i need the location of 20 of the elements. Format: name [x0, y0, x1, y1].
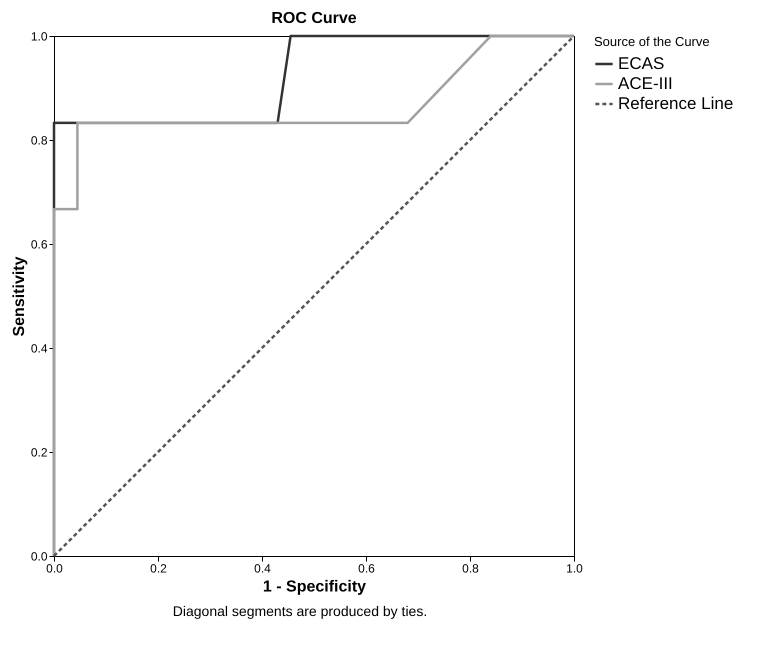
- legend-label: ACE-III: [618, 74, 673, 93]
- y-tick-label: 0.0: [30, 550, 48, 564]
- y-tick-label: 0.2: [30, 446, 48, 460]
- x-tick-label: 0.2: [150, 562, 168, 576]
- x-tick-label: 0.0: [46, 562, 64, 576]
- y-tick-label: 0.8: [30, 134, 48, 148]
- legend-label: Reference Line: [618, 94, 734, 113]
- x-tick-label: 0.6: [358, 562, 376, 576]
- y-axis-title: Sensitivity: [10, 256, 28, 337]
- legend-title: Source of the Curve: [594, 34, 710, 49]
- x-tick-label: 0.8: [462, 562, 480, 576]
- y-tick-label: 0.6: [30, 238, 48, 252]
- x-tick-label: 0.4: [254, 562, 272, 576]
- text: Diagonal segments are produced by ties.: [172, 603, 428, 619]
- y-tick-label: 0.4: [30, 342, 48, 356]
- y-tick-label: 1.0: [30, 30, 48, 44]
- legend-label: ECAS: [618, 54, 664, 73]
- x-tick-label: 1.0: [566, 562, 584, 576]
- x-axis-title: 1 - Specificity: [262, 578, 366, 596]
- chart-title: ROC Curve: [271, 10, 357, 27]
